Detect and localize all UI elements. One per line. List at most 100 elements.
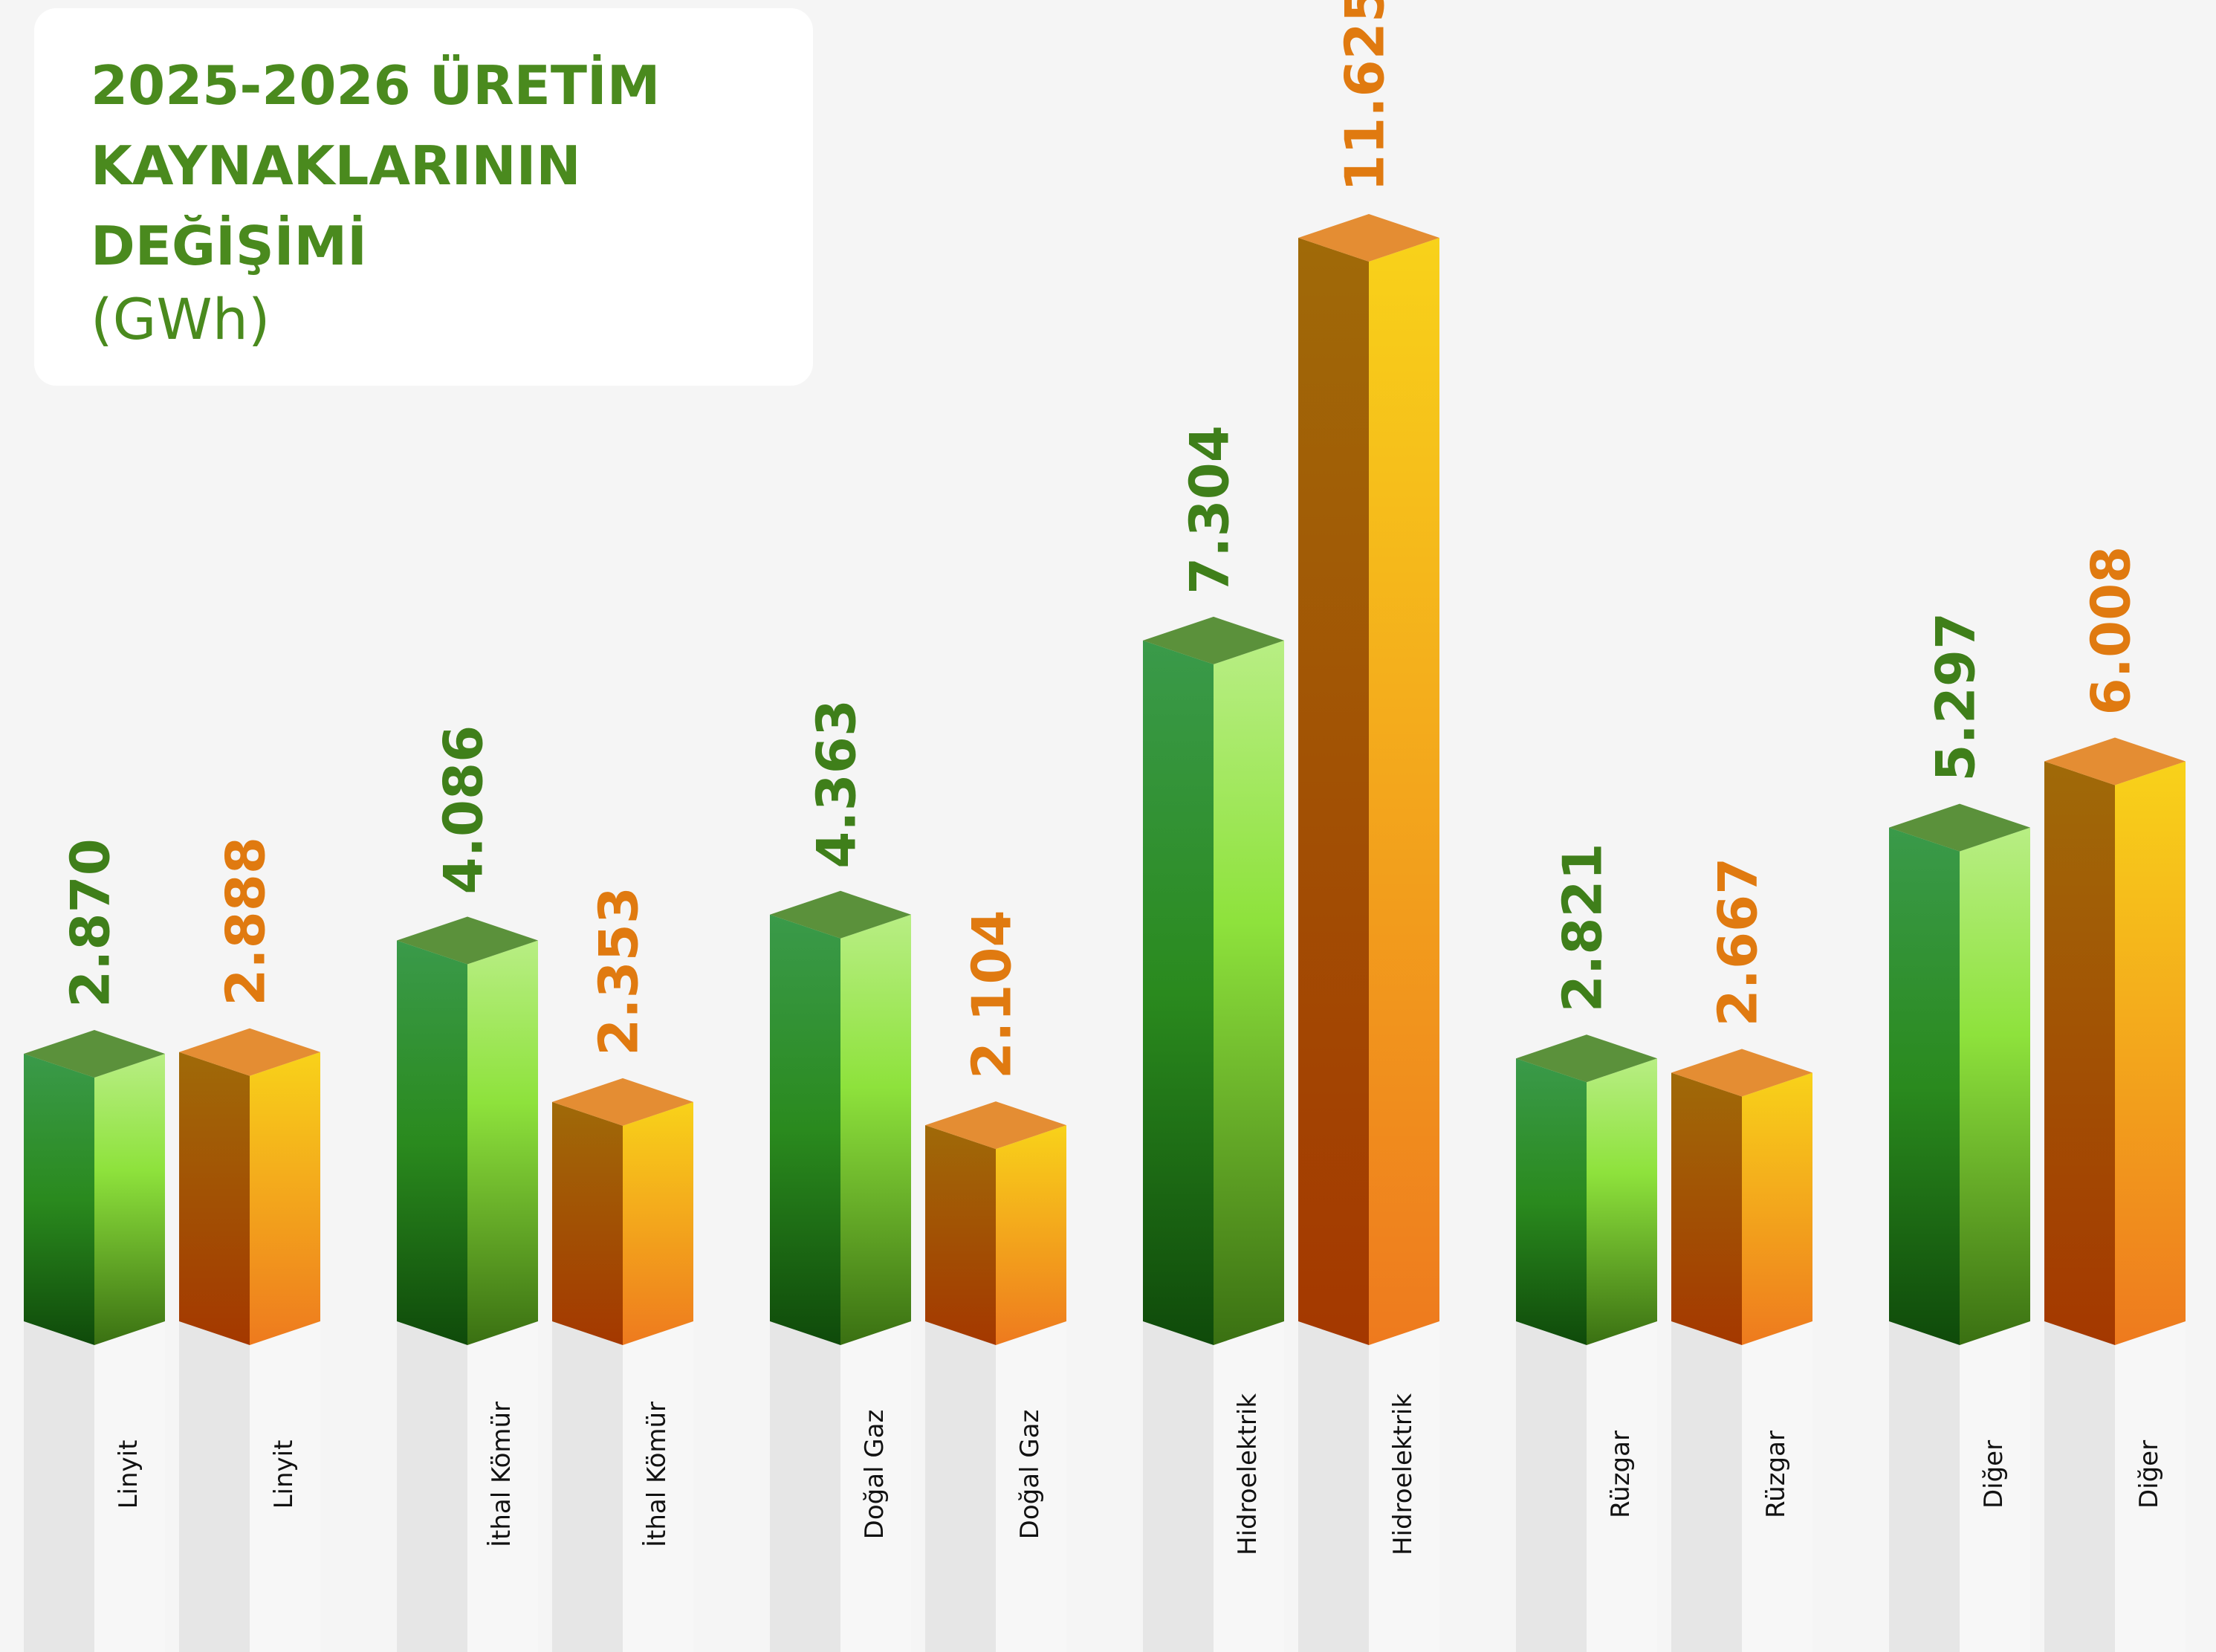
pedestal-left bbox=[397, 1321, 467, 1652]
category-label: Rüzgar bbox=[1606, 1431, 1636, 1518]
bar bbox=[1671, 1049, 1812, 1345]
bar-left-face bbox=[1889, 827, 1960, 1345]
bar bbox=[1298, 214, 1439, 1345]
bar-left-face bbox=[1143, 640, 1214, 1345]
chart-title: 2025-2026 ÜRETİM KAYNAKLARININ DEĞİŞİMİ bbox=[91, 54, 661, 277]
bar-top bbox=[1516, 1034, 1657, 1083]
value-label: 2.104 bbox=[961, 910, 1023, 1079]
category-label: Hidroelektrik bbox=[1388, 1393, 1418, 1555]
bar-top bbox=[1143, 616, 1284, 664]
bar-right-face bbox=[996, 1125, 1066, 1345]
bar-left-face bbox=[552, 1101, 623, 1345]
bar bbox=[24, 1030, 165, 1345]
bar-right-face bbox=[94, 1054, 165, 1345]
bar-top bbox=[552, 1078, 693, 1126]
bar-left-face bbox=[770, 914, 840, 1345]
pedestal-left bbox=[1889, 1321, 1960, 1652]
category-label: Linyit bbox=[269, 1440, 299, 1509]
category-label: İthal Kömür bbox=[642, 1402, 672, 1547]
bar bbox=[2044, 737, 2186, 1345]
bar-top bbox=[24, 1030, 165, 1078]
value-label: 11.625 bbox=[1334, 0, 1396, 192]
bar-left-face bbox=[2044, 761, 2115, 1345]
chart-subtitle: (GWh) bbox=[91, 286, 270, 352]
value-label: 4.086 bbox=[432, 725, 495, 895]
pedestal-right bbox=[2115, 1321, 2186, 1652]
pedestal-left bbox=[1671, 1321, 1742, 1652]
title-box: 2025-2026 ÜRETİM KAYNAKLARININ DEĞİŞİMİ … bbox=[34, 8, 813, 386]
bar-right-face bbox=[1369, 238, 1439, 1345]
bar bbox=[1889, 803, 2030, 1345]
bar-left-face bbox=[925, 1125, 996, 1345]
category-label: İthal Kömür bbox=[487, 1402, 516, 1547]
bar-right-face bbox=[1960, 827, 2030, 1345]
pedestal-left bbox=[552, 1321, 623, 1652]
bar-top bbox=[1298, 214, 1439, 262]
bar-top bbox=[770, 890, 911, 939]
bar-top bbox=[397, 916, 538, 965]
category-label: Doğal Gaz bbox=[860, 1410, 890, 1540]
category-label: Hidroelektrik bbox=[1233, 1393, 1263, 1555]
pedestal-right bbox=[1742, 1321, 1812, 1652]
bar-right-face bbox=[250, 1052, 320, 1345]
bar-left-face bbox=[1671, 1072, 1742, 1345]
pedestal-right bbox=[840, 1321, 911, 1652]
value-label: 7.304 bbox=[1179, 425, 1241, 595]
pedestal-left bbox=[179, 1321, 250, 1652]
bar-top bbox=[1671, 1049, 1812, 1097]
value-label: 5.297 bbox=[1925, 612, 1987, 782]
bar bbox=[770, 890, 911, 1345]
bar-left-face bbox=[1516, 1058, 1587, 1345]
pedestal-right bbox=[1587, 1321, 1657, 1652]
pedestal-right bbox=[1214, 1321, 1284, 1652]
bar-left-face bbox=[24, 1054, 94, 1345]
pedestal-right bbox=[94, 1321, 165, 1652]
value-label: 2.667 bbox=[1707, 858, 1769, 1027]
bar-left-face bbox=[179, 1052, 250, 1345]
pedestal-left bbox=[24, 1321, 94, 1652]
pedestal-right bbox=[1960, 1321, 2030, 1652]
value-label: 2.353 bbox=[588, 887, 650, 1056]
bar-top bbox=[2044, 737, 2186, 785]
pedestal-left bbox=[925, 1321, 996, 1652]
value-label: 6.008 bbox=[2080, 546, 2142, 716]
bar bbox=[925, 1101, 1066, 1345]
bar-right-face bbox=[1742, 1072, 1812, 1345]
bar-right-face bbox=[1214, 640, 1284, 1345]
category-label: Diğer bbox=[2134, 1440, 2164, 1509]
bar-left-face bbox=[397, 940, 467, 1345]
bar-right-face bbox=[1587, 1058, 1657, 1345]
category-label: Doğal Gaz bbox=[1015, 1410, 1045, 1540]
pedestal-left bbox=[1298, 1321, 1369, 1652]
pedestal-left bbox=[1143, 1321, 1214, 1652]
bar-right-face bbox=[467, 940, 538, 1345]
value-label: 2.870 bbox=[59, 838, 122, 1008]
bar bbox=[552, 1078, 693, 1345]
bar bbox=[179, 1028, 320, 1345]
bar-right-face bbox=[2115, 761, 2186, 1345]
pedestal-right bbox=[467, 1321, 538, 1652]
bar-left-face bbox=[1298, 238, 1369, 1345]
pedestal-left bbox=[770, 1321, 840, 1652]
value-label: 2.888 bbox=[215, 837, 277, 1006]
bar bbox=[397, 916, 538, 1345]
pedestal-left bbox=[2044, 1321, 2115, 1652]
bar-right-face bbox=[840, 914, 911, 1345]
category-label: Rüzgar bbox=[1761, 1431, 1791, 1518]
pedestal-right bbox=[996, 1321, 1066, 1652]
value-label: 2.821 bbox=[1552, 843, 1614, 1012]
bar bbox=[1143, 616, 1284, 1345]
bar bbox=[1516, 1034, 1657, 1345]
category-label: Diğer bbox=[1979, 1440, 2009, 1509]
bar-top bbox=[179, 1028, 320, 1076]
bar-top bbox=[1889, 803, 2030, 852]
bar-right-face bbox=[623, 1101, 693, 1345]
pedestal-right bbox=[1369, 1321, 1439, 1652]
pedestal-right bbox=[250, 1321, 320, 1652]
category-label: Linyit bbox=[114, 1440, 143, 1509]
value-label: 4.363 bbox=[806, 699, 868, 869]
bar-top bbox=[925, 1101, 1066, 1150]
pedestal-left bbox=[1516, 1321, 1587, 1652]
